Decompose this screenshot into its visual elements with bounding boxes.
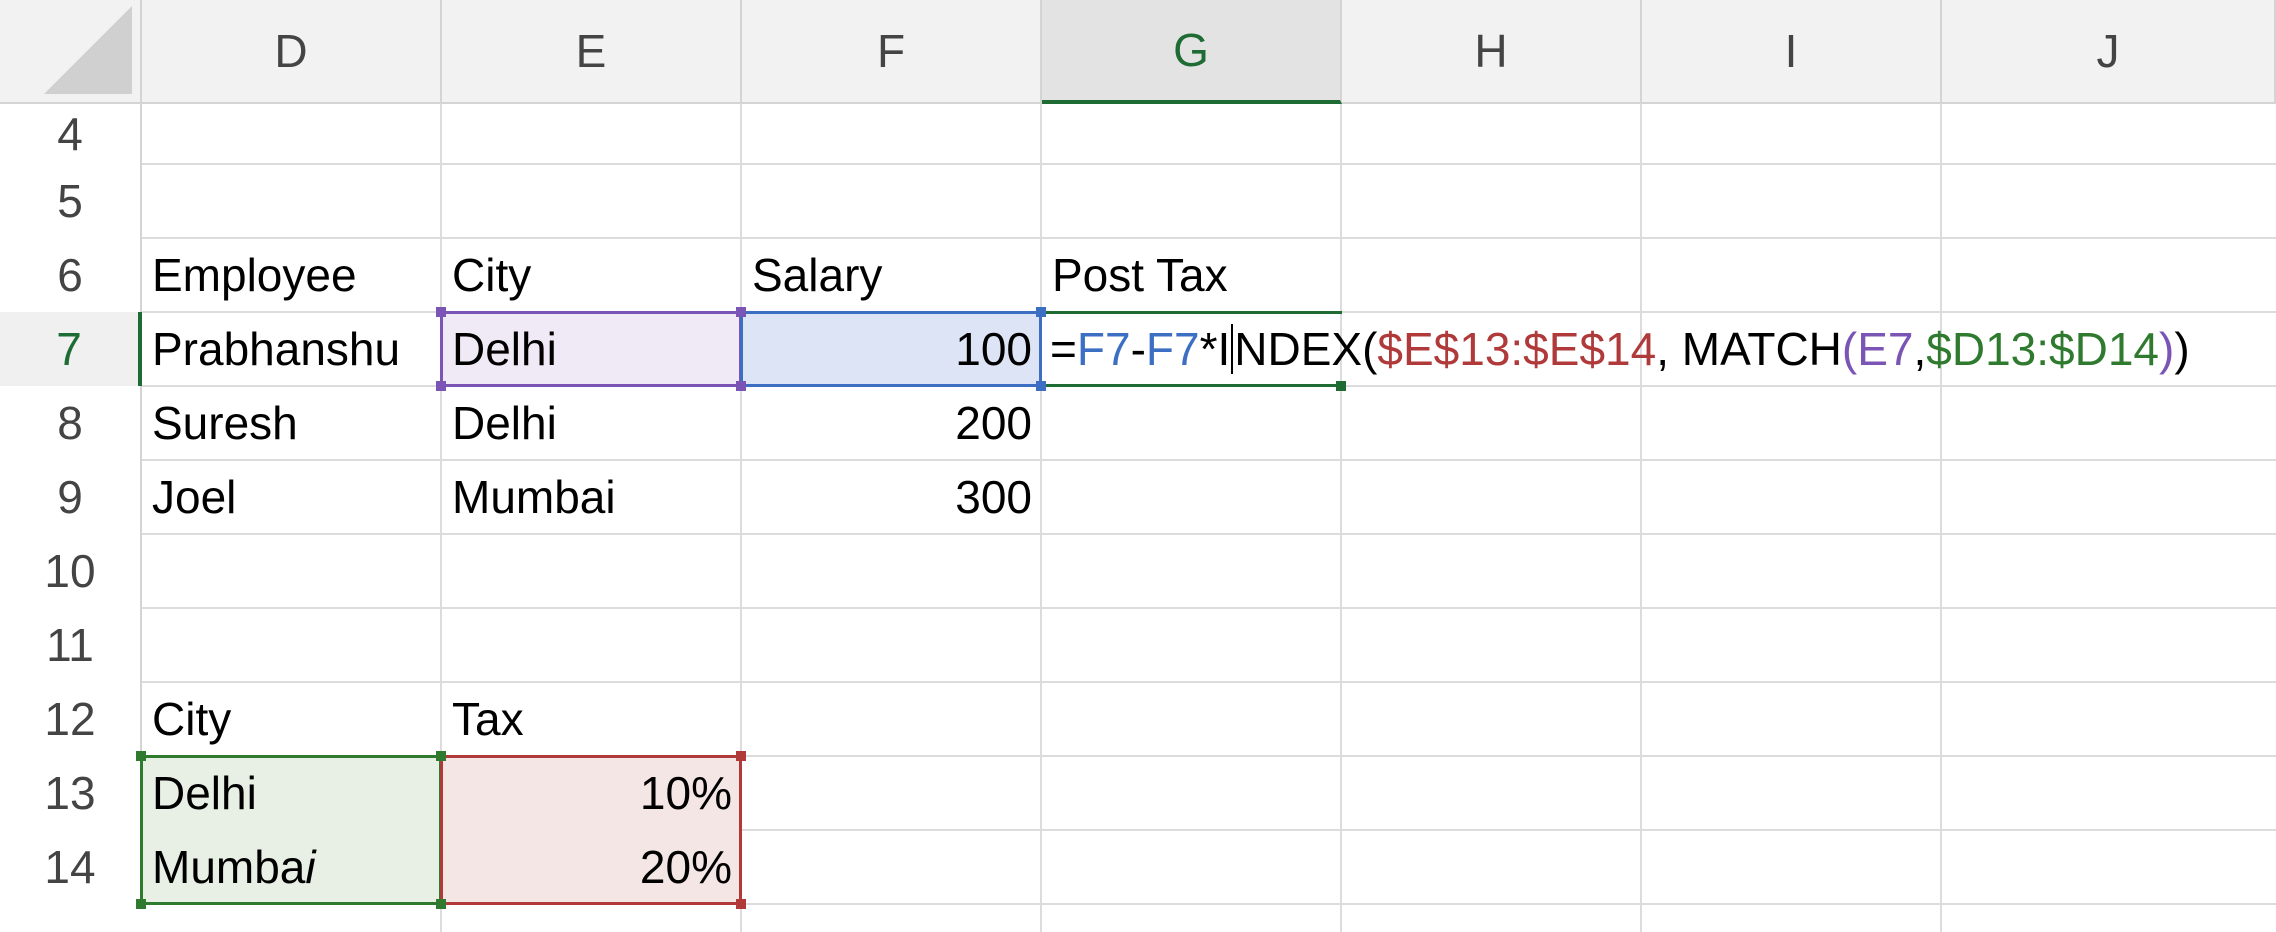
fill-handle[interactable] xyxy=(1336,381,1346,391)
ref-highlight-e13-e14 xyxy=(440,755,742,905)
grid-line xyxy=(1640,104,1642,932)
text-cursor xyxy=(1231,324,1234,374)
formula-paren-close: ) xyxy=(2158,323,2175,375)
row-headers: 4 5 6 7 8 9 10 11 12 13 14 xyxy=(0,104,142,932)
row-header-12[interactable]: 12 xyxy=(0,682,142,756)
row-header-10[interactable]: 10 xyxy=(0,534,142,608)
formula-range-d13-d14: $D13:$D14 xyxy=(1926,323,2159,375)
grid-line xyxy=(142,237,2276,239)
range-handle[interactable] xyxy=(736,899,746,909)
column-header-d[interactable]: D xyxy=(142,0,442,104)
cell-d14-italic-text: i xyxy=(305,841,316,893)
cell-g6[interactable]: Post Tax xyxy=(1052,249,1228,301)
grid-line xyxy=(142,829,2276,831)
range-handle[interactable] xyxy=(436,751,446,761)
range-handle[interactable] xyxy=(1036,381,1046,391)
grid-line xyxy=(142,755,2276,757)
cell-f6[interactable]: Salary xyxy=(752,249,883,301)
range-handle[interactable] xyxy=(736,307,746,317)
cell-grid[interactable]: Employee City Salary Post Tax Prabhanshu… xyxy=(136,104,2276,932)
grid-line xyxy=(142,681,2276,683)
grid-line xyxy=(142,163,2276,165)
row-header-7[interactable]: 7 xyxy=(0,312,142,386)
formula-times: *I xyxy=(1199,323,1231,375)
cell-d9[interactable]: Joel xyxy=(152,471,237,523)
grid-line xyxy=(142,903,2276,905)
formula-range-e13-e14: $E$13:$E$14 xyxy=(1377,323,1657,375)
cell-e9[interactable]: Mumbai xyxy=(452,471,616,523)
cell-d8[interactable]: Suresh xyxy=(152,397,298,449)
formula-paren-open: ( xyxy=(1841,323,1858,375)
cell-e12[interactable]: Tax xyxy=(452,693,524,745)
formula-index: NDEX( xyxy=(1234,323,1378,375)
ref-highlight-d13-d14 xyxy=(140,755,442,905)
grid-line xyxy=(1940,104,1942,932)
range-handle[interactable] xyxy=(736,751,746,761)
cell-f7[interactable]: 100 xyxy=(955,323,1032,375)
column-header-e[interactable]: E xyxy=(442,0,742,104)
cell-d14[interactable]: Mumba i xyxy=(142,830,442,904)
formula-comma: , xyxy=(1913,323,1927,375)
row-header-14[interactable]: 14 xyxy=(0,830,142,904)
select-all-triangle-icon xyxy=(44,6,132,94)
formula-ref-f7: F7 xyxy=(1076,323,1131,375)
row-header-11[interactable]: 11 xyxy=(0,608,142,682)
cell-d7[interactable]: Prabhanshu xyxy=(152,323,401,375)
ref-highlight-e7 xyxy=(440,311,742,387)
range-handle[interactable] xyxy=(436,899,446,909)
cell-f8[interactable]: 200 xyxy=(955,397,1032,449)
formula-match: , MATCH xyxy=(1656,323,1842,375)
cell-d6[interactable]: Employee xyxy=(152,249,357,301)
row-header-4[interactable]: 4 xyxy=(0,104,142,164)
column-header-h[interactable]: H xyxy=(1342,0,1642,104)
row-header-13[interactable]: 13 xyxy=(0,756,142,830)
row-header-8[interactable]: 8 xyxy=(0,386,142,460)
formula-ref-f7-2: F7 xyxy=(1145,323,1200,375)
row-header-9[interactable]: 9 xyxy=(0,460,142,534)
cell-e13[interactable]: 10% xyxy=(639,767,732,819)
column-header-j[interactable]: J xyxy=(1942,0,2276,104)
grid-line xyxy=(740,104,742,932)
cell-d14-text: Mumba xyxy=(152,841,306,893)
row-header-6[interactable]: 6 xyxy=(0,238,142,312)
column-header-f[interactable]: F xyxy=(742,0,1042,104)
formula-minus: - xyxy=(1130,323,1146,375)
grid-line xyxy=(1340,104,1342,932)
range-handle[interactable] xyxy=(436,381,446,391)
grid-line xyxy=(142,459,2276,461)
grid-line xyxy=(1040,104,1042,932)
range-handle[interactable] xyxy=(1036,307,1046,317)
row-header-5[interactable]: 5 xyxy=(0,164,142,238)
cell-e6[interactable]: City xyxy=(452,249,532,301)
range-handle[interactable] xyxy=(736,381,746,391)
ref-highlight-f7 xyxy=(740,311,1042,387)
grid-line xyxy=(142,533,2276,535)
cell-e14[interactable]: 20% xyxy=(639,841,732,893)
range-handle[interactable] xyxy=(136,899,146,909)
formula-ref-e7: E7 xyxy=(1857,323,1914,375)
formula-editor[interactable]: = F7 - F7 *I NDEX( $E$13:$E$14 , MATCH (… xyxy=(1050,312,2190,386)
cell-e7[interactable]: Delhi xyxy=(452,323,557,375)
range-handle[interactable] xyxy=(436,307,446,317)
cell-d13[interactable]: Delhi xyxy=(152,767,257,819)
cell-f9[interactable]: 300 xyxy=(955,471,1032,523)
grid-line xyxy=(440,104,442,932)
column-header-i[interactable]: I xyxy=(1642,0,1942,104)
cell-d12[interactable]: City xyxy=(152,693,232,745)
select-all-corner[interactable] xyxy=(0,0,142,104)
formula-end-paren: ) xyxy=(2174,323,2190,375)
cell-e8[interactable]: Delhi xyxy=(452,397,557,449)
formula-equals: = xyxy=(1050,323,1077,375)
range-handle[interactable] xyxy=(136,751,146,761)
grid-line xyxy=(142,607,2276,609)
column-headers: D E F G H I J xyxy=(142,0,2276,104)
active-cell-g7[interactable] xyxy=(1040,311,1342,387)
column-header-g[interactable]: G xyxy=(1042,0,1342,104)
